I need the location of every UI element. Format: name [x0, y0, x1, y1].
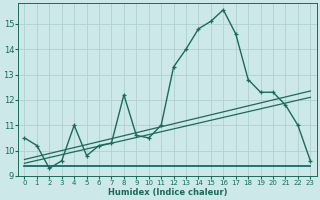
X-axis label: Humidex (Indice chaleur): Humidex (Indice chaleur) [108, 188, 227, 197]
